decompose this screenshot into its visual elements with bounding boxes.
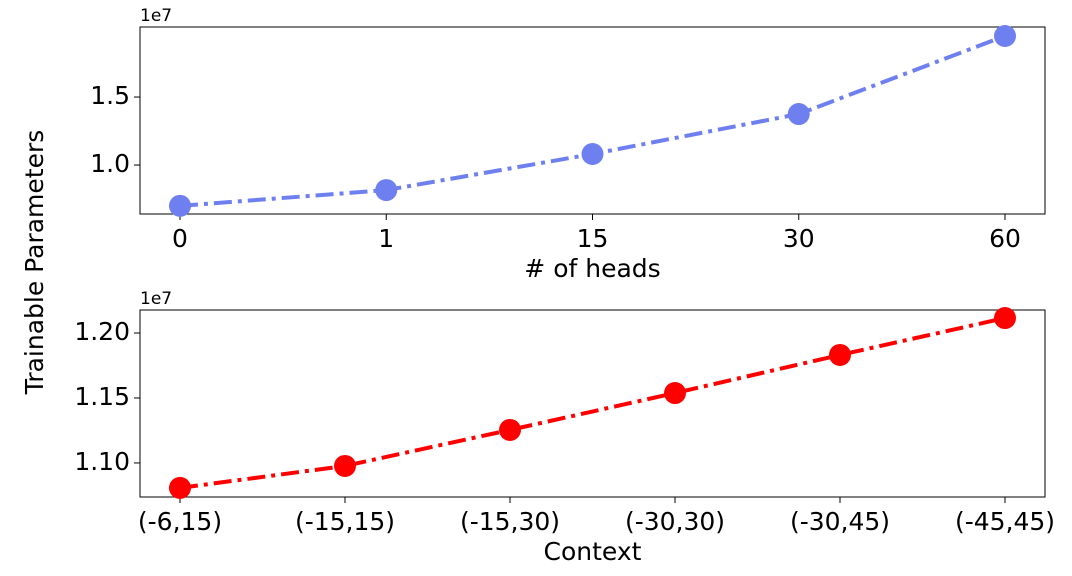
y-tick-label: 1.20: [74, 317, 130, 346]
marker: [664, 382, 686, 405]
x-tick-label: 0: [172, 224, 188, 253]
series-line: [179, 34, 1006, 208]
series-line: [179, 316, 1006, 490]
x-tick-label: 15: [577, 224, 609, 253]
x-tick-label: (-15,15): [295, 507, 395, 536]
plot-frame: [139, 26, 1046, 215]
y-tick-label: 1.0: [90, 149, 130, 178]
marker: [581, 143, 604, 166]
x-tick-label: (-15,30): [460, 507, 560, 536]
x-tick-label: (-30,45): [790, 507, 890, 536]
marker: [375, 179, 398, 202]
x-tick-label: 30: [783, 224, 815, 253]
marker: [169, 476, 191, 499]
marker: [829, 343, 851, 366]
y-axis-label: Trainable Parameters: [20, 130, 49, 396]
plot-frame: [139, 309, 1046, 498]
x-axis-label: # of heads: [524, 254, 660, 283]
x-axis-label: Context: [544, 537, 642, 566]
y-tick-label: 1.15: [74, 382, 130, 411]
x-tick-label: 60: [989, 224, 1021, 253]
marker: [334, 454, 356, 477]
offset-text: 1e7: [140, 289, 172, 309]
marker: [994, 307, 1016, 330]
marker: [787, 103, 810, 126]
marker: [994, 24, 1016, 47]
x-tick-label: (-6,15): [138, 507, 222, 536]
offset-text: 1e7: [140, 6, 172, 26]
x-tick-label: (-45,45): [955, 507, 1055, 536]
x-tick-label: 1: [378, 224, 394, 253]
marker: [499, 418, 521, 441]
y-tick-label: 1.5: [90, 81, 130, 110]
x-tick-label: (-30,30): [625, 507, 725, 536]
marker: [169, 194, 191, 217]
y-tick-label: 1.10: [74, 447, 130, 476]
